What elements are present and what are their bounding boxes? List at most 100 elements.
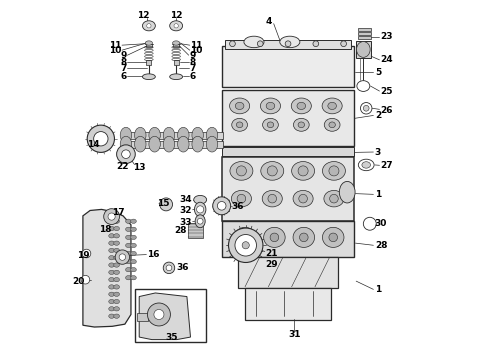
Text: 15: 15 <box>157 199 170 208</box>
Text: 12: 12 <box>170 10 182 19</box>
Text: 29: 29 <box>265 260 278 269</box>
Circle shape <box>119 254 125 260</box>
Circle shape <box>361 103 372 114</box>
Ellipse shape <box>262 190 282 207</box>
Ellipse shape <box>114 314 120 318</box>
Text: 23: 23 <box>381 32 393 41</box>
Ellipse shape <box>192 136 203 152</box>
Ellipse shape <box>125 219 131 224</box>
Ellipse shape <box>294 118 309 131</box>
Text: 13: 13 <box>133 163 146 172</box>
Ellipse shape <box>358 159 374 171</box>
Text: 16: 16 <box>147 250 160 259</box>
Ellipse shape <box>131 275 136 280</box>
Text: 20: 20 <box>72 276 84 285</box>
Text: 8: 8 <box>121 58 126 67</box>
Ellipse shape <box>324 118 340 131</box>
Ellipse shape <box>114 241 120 245</box>
Circle shape <box>160 198 172 211</box>
Ellipse shape <box>109 234 115 238</box>
Bar <box>221 221 354 257</box>
Ellipse shape <box>206 136 218 152</box>
Bar <box>135 289 205 342</box>
Text: 30: 30 <box>375 219 387 228</box>
Bar <box>188 223 203 238</box>
Circle shape <box>313 41 318 46</box>
Ellipse shape <box>109 263 115 267</box>
Ellipse shape <box>125 243 131 248</box>
Text: 10: 10 <box>109 46 122 55</box>
Ellipse shape <box>125 227 131 231</box>
Ellipse shape <box>114 300 120 304</box>
Circle shape <box>236 166 246 176</box>
Circle shape <box>117 145 135 163</box>
Circle shape <box>82 249 91 258</box>
Ellipse shape <box>109 314 115 318</box>
Ellipse shape <box>114 278 120 282</box>
Circle shape <box>163 262 175 274</box>
Circle shape <box>237 194 245 203</box>
Ellipse shape <box>131 260 136 264</box>
Ellipse shape <box>263 118 278 131</box>
Ellipse shape <box>131 219 136 224</box>
Ellipse shape <box>146 41 152 45</box>
Bar <box>173 44 179 47</box>
Ellipse shape <box>266 102 275 109</box>
Ellipse shape <box>261 162 284 180</box>
Bar <box>358 32 370 35</box>
Bar <box>221 147 354 156</box>
Ellipse shape <box>328 102 337 109</box>
Ellipse shape <box>206 127 218 143</box>
Circle shape <box>218 202 226 210</box>
Bar <box>358 36 370 40</box>
Text: 7: 7 <box>190 64 196 73</box>
Ellipse shape <box>329 122 335 128</box>
Text: 1: 1 <box>375 190 381 199</box>
Ellipse shape <box>114 285 120 289</box>
Polygon shape <box>83 210 131 327</box>
Bar <box>122 140 223 148</box>
Circle shape <box>213 197 231 215</box>
Ellipse shape <box>322 162 345 180</box>
Ellipse shape <box>244 36 264 48</box>
Circle shape <box>267 166 277 176</box>
Ellipse shape <box>236 122 243 128</box>
Bar <box>225 40 351 49</box>
Text: 28: 28 <box>174 226 187 235</box>
Ellipse shape <box>114 248 120 253</box>
Circle shape <box>228 228 263 262</box>
Ellipse shape <box>177 136 189 152</box>
Ellipse shape <box>109 248 115 253</box>
Circle shape <box>299 233 308 242</box>
Circle shape <box>270 233 279 242</box>
Circle shape <box>298 166 308 176</box>
Bar <box>122 132 223 139</box>
Bar <box>137 314 148 320</box>
Circle shape <box>94 132 108 146</box>
Ellipse shape <box>194 195 207 204</box>
Ellipse shape <box>230 162 253 180</box>
Ellipse shape <box>362 162 370 168</box>
Text: 5: 5 <box>375 68 381 77</box>
Ellipse shape <box>109 270 115 274</box>
Text: 31: 31 <box>288 330 301 339</box>
Ellipse shape <box>135 136 146 152</box>
Text: 1: 1 <box>375 285 381 294</box>
Ellipse shape <box>322 227 344 247</box>
Bar <box>221 90 354 146</box>
Ellipse shape <box>322 98 342 114</box>
Ellipse shape <box>170 21 183 31</box>
Text: 4: 4 <box>265 17 271 26</box>
Ellipse shape <box>125 260 131 264</box>
Ellipse shape <box>114 226 120 231</box>
Text: 12: 12 <box>137 10 149 19</box>
Circle shape <box>87 125 115 152</box>
Ellipse shape <box>357 81 370 91</box>
Ellipse shape <box>125 267 131 272</box>
Text: 11: 11 <box>191 41 203 50</box>
Text: 36: 36 <box>231 202 244 211</box>
Ellipse shape <box>143 74 155 80</box>
Ellipse shape <box>109 256 115 260</box>
Ellipse shape <box>293 190 313 207</box>
Text: 14: 14 <box>87 140 100 149</box>
